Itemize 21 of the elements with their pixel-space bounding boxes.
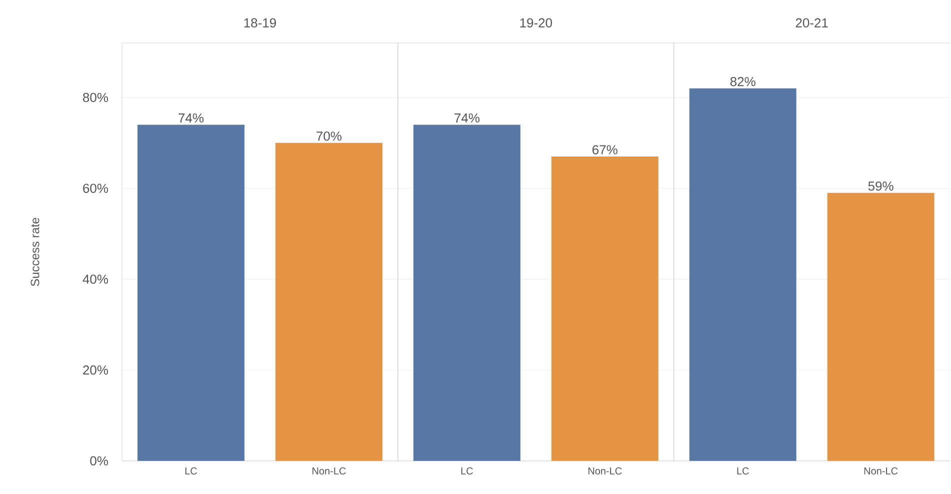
data-label: 67%	[592, 145, 618, 154]
x-tick-label: LC	[737, 467, 749, 475]
data-label: 70%	[316, 132, 342, 141]
chart-title: 18-19	[244, 18, 276, 28]
data-label: 82%	[730, 77, 756, 86]
y-tick-label: 20%	[83, 365, 108, 375]
y-tick-label: 80%	[83, 92, 108, 102]
y-axis-title: Success rate	[30, 218, 40, 286]
x-tick-label: Non-LC	[312, 467, 346, 475]
y-tick-label: 0%	[90, 456, 108, 466]
data-label: 74%	[178, 114, 204, 123]
chart-title: 19-20	[520, 18, 552, 28]
x-tick-label: Non-LC	[588, 467, 622, 475]
y-tick-label: 40%	[82, 274, 108, 284]
x-tick-label: Non-LC	[864, 467, 898, 475]
data-label: 59%	[868, 182, 894, 191]
y-tick-label: 60%	[83, 184, 108, 193]
data-label: 74%	[454, 114, 480, 123]
chart-title: 20-21	[796, 18, 828, 28]
x-tick-label: LC	[185, 467, 197, 475]
x-tick-label: LC	[461, 467, 473, 475]
